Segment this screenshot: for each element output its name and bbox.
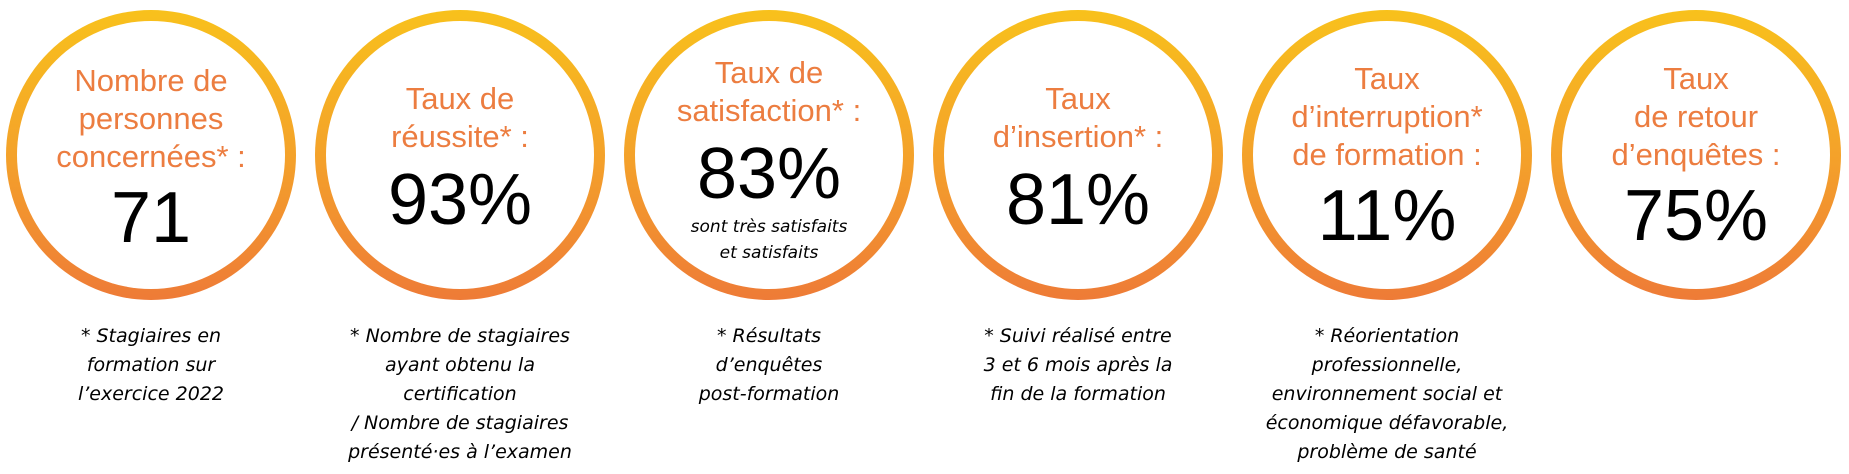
stat-label: Taux de retour d’enquêtes : xyxy=(1611,61,1781,172)
stat-label: Taux de satisfaction* : xyxy=(676,55,862,128)
stat-footnote: * Suivi réalisé entre 3 et 6 mois après … xyxy=(983,325,1173,405)
stat-value: 93% xyxy=(387,160,533,240)
stat-footnote: * Stagiaires en formation sur l’exercice… xyxy=(77,325,224,405)
stat-ring xyxy=(1242,10,1532,300)
stat-label: Taux d’interruption* de formation : xyxy=(1291,61,1483,172)
stat-footnote: * Résultats d’enquêtes post-formation xyxy=(698,325,840,405)
stat-satisfaction-rate: Taux de satisfaction* : 83% sont très sa… xyxy=(624,0,914,474)
stat-footnote: * Réorientation professionnelle, environ… xyxy=(1265,325,1509,463)
stat-participants: Nombre de personnes concernées* : 71 * S… xyxy=(6,0,296,474)
stat-label: Taux d’insertion* : xyxy=(992,81,1164,154)
stat-value: 75% xyxy=(1623,176,1769,256)
stat-value: 81% xyxy=(1005,160,1151,240)
stat-value: 83% xyxy=(696,134,842,214)
stat-ring xyxy=(315,10,605,300)
stat-insertion-rate: Taux d’insertion* : 81% * Suivi réalisé … xyxy=(933,0,1223,474)
stat-label: Nombre de personnes concernées* : xyxy=(56,63,246,174)
stat-success-rate: Taux de réussite* : 93% * Nombre de stag… xyxy=(315,0,605,474)
stat-value: 11% xyxy=(1317,176,1457,256)
stat-label: Taux de réussite* : xyxy=(391,81,529,154)
stat-ring xyxy=(933,10,1223,300)
stat-interruption-rate: Taux d’interruption* de formation : 11% … xyxy=(1242,0,1532,474)
stat-ring xyxy=(1551,10,1841,300)
stat-ring xyxy=(6,10,296,300)
stat-ring xyxy=(624,10,914,300)
stat-subtext: sont très satisfaits et satisfaits xyxy=(690,217,848,263)
stat-footnote: * Nombre de stagiaires ayant obtenu la c… xyxy=(348,325,572,463)
stat-survey-return-rate: Taux de retour d’enquêtes : 75% xyxy=(1551,0,1841,474)
stat-value: 71 xyxy=(110,178,192,258)
